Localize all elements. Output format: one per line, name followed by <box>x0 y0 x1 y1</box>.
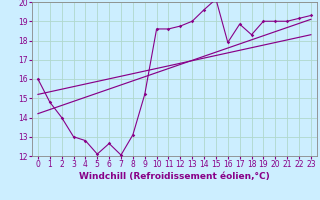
X-axis label: Windchill (Refroidissement éolien,°C): Windchill (Refroidissement éolien,°C) <box>79 172 270 181</box>
